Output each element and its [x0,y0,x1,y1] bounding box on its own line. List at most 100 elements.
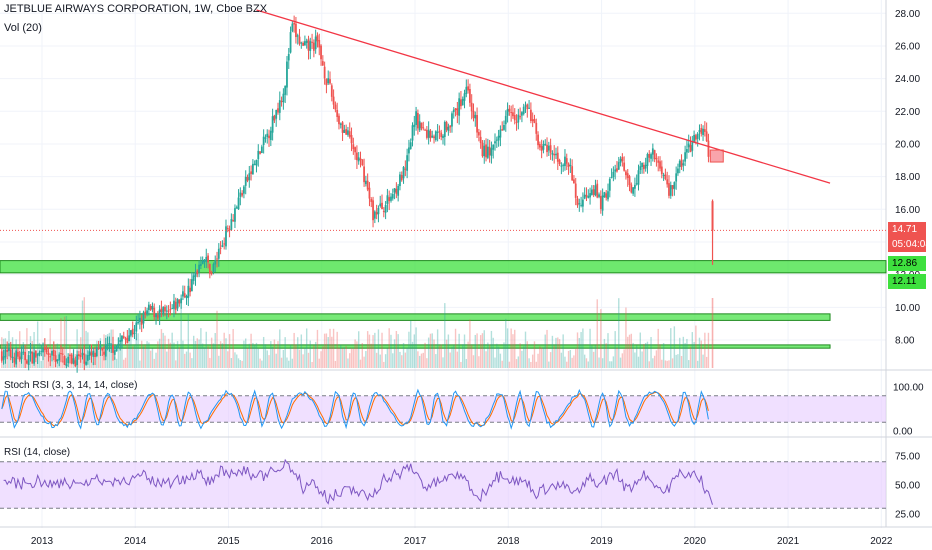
volume-bar [583,354,586,368]
volume-bar [575,349,577,368]
volume-bar [646,341,649,368]
candle-body [15,350,18,365]
candle-body [22,351,25,353]
volume-bar [415,327,417,368]
volume-bar [280,357,283,368]
candle-body [104,344,107,357]
candle-body [651,148,654,155]
volume-bar [237,358,240,368]
price-tick-label: 28.00 [895,9,920,20]
candle-body [483,145,486,157]
candle-body [372,200,374,221]
volume-bar [101,354,103,368]
volume-bar [524,331,527,368]
zone-bottom-tag: 12.11 [888,274,926,289]
volume-bar [474,334,476,368]
volume-bar [657,328,659,368]
volume-bar [601,358,604,368]
volume-bar [297,337,299,368]
volume-bar [221,343,224,368]
volume-bar [494,357,496,368]
volume-bar [436,329,439,368]
candle-body [660,166,663,175]
candle-body [321,61,324,66]
price-tick-label: 20.00 [895,139,920,150]
volume-bar [368,334,371,368]
volume-bar [282,349,285,368]
candle-body [115,345,118,352]
candle-body [347,130,349,135]
volume-bar [512,334,514,368]
volume-bar [318,358,320,368]
volume-bar [62,360,64,368]
volume-bar [198,339,200,368]
candle-body [424,129,426,131]
candle-body [232,220,235,222]
volume-bar [295,344,297,368]
candle-body [85,361,87,365]
candle-body [637,170,640,185]
candle-body [78,354,80,356]
candle-body [58,354,61,361]
candle-body [268,135,270,139]
candle-body [128,335,131,342]
volume-bar [234,352,236,368]
candle-body [379,203,382,207]
candle-body [390,196,392,201]
volume-bar [700,340,702,368]
last-price-tag: 14.71 [888,222,926,237]
candle-body [684,152,687,162]
volume-bar [327,337,329,368]
candle-body [47,352,50,355]
rsi-label: RSI (14, close) [2,447,73,458]
support-zone [0,260,887,274]
candle-body [24,351,27,361]
candle-body [124,338,127,340]
volume-bar [209,357,211,368]
candle-body [110,344,113,346]
candle-body [677,168,679,174]
candle-body [230,219,233,230]
volume-bar [566,361,568,368]
volume-bar [271,346,274,368]
volume-bar [652,358,654,368]
volume-bar [426,358,428,368]
candle-body [31,352,34,364]
candle-body [599,196,602,209]
candle-body [434,131,437,141]
volume-bar [275,353,277,368]
volume-bar [223,332,225,368]
candle-body [522,106,525,114]
volume-bar [359,359,362,368]
volume-bar [431,333,433,368]
volume-bar [562,334,564,368]
candle-body [253,163,256,165]
candle-body [121,335,123,342]
candle-body [544,143,547,145]
volume-bar [594,345,597,368]
volume-bar [479,335,482,368]
candle-body [558,160,561,165]
candle-body [327,78,330,84]
candle-body [277,108,279,113]
candle-body [481,142,484,157]
candle-body [60,353,62,355]
candle-body [546,144,548,153]
candle-body [144,311,147,316]
time-axis: 2013 2014 2015 2016 2017 2018 2019 2020 2021 2022 [31,536,893,547]
volume-bar [523,346,525,368]
volume-bar [621,353,624,368]
volume-bar [390,334,392,368]
volume-bar [340,345,342,368]
volume-bar [505,318,507,368]
candle-body [257,150,260,160]
volume-bar [140,340,143,368]
volume-bar [277,341,279,368]
candle-body [393,188,396,193]
volume-bar [305,328,308,368]
candle-body [138,317,141,322]
volume-bar [361,343,363,368]
volume-bar [447,334,450,368]
candle-body [608,178,611,191]
